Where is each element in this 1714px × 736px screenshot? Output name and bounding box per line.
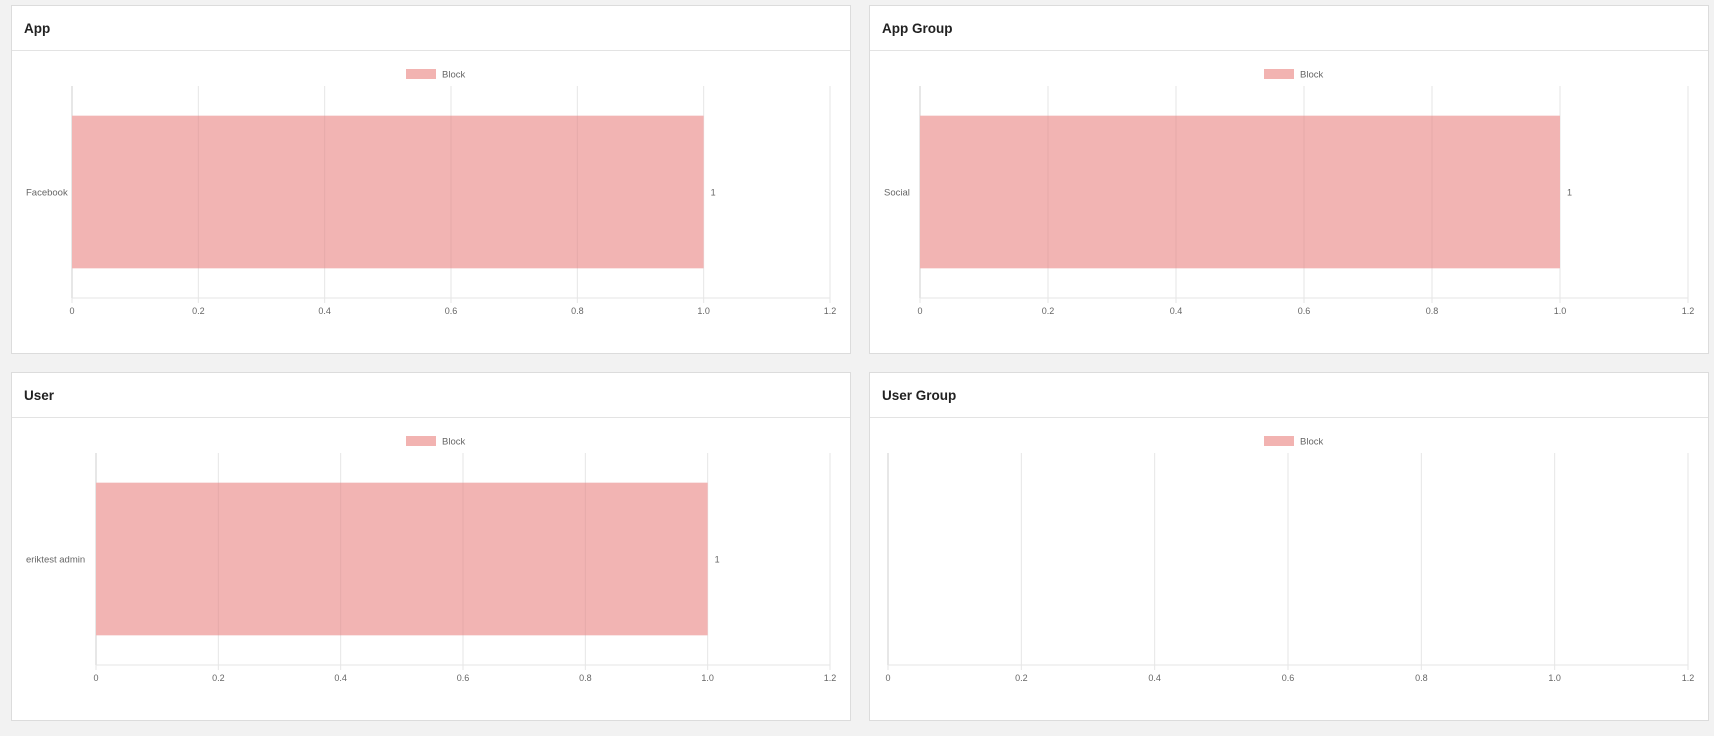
category-label: eriktest admin bbox=[26, 555, 85, 566]
x-tick-label: 1.2 bbox=[824, 306, 837, 316]
x-tick-label: 0.2 bbox=[212, 673, 225, 683]
panel-title: User Group bbox=[882, 387, 957, 403]
app-chart-area: Block 0 0.2 0.4 0.6 0.8 1.0 1.2 Facebook 1 bbox=[12, 51, 850, 354]
user-bar-chart: Block 0 0.2 0.4 0.6 0.8 1.0 1.2 eriktest admin 1 bbox=[26, 436, 837, 683]
legend-label: Block bbox=[1300, 70, 1323, 81]
x-tick-label: 0.4 bbox=[318, 306, 331, 316]
category-label: Facebook bbox=[26, 188, 68, 199]
x-tick-label: 0.6 bbox=[1298, 306, 1311, 316]
user-group-chart-area: Block 0 0.2 0.4 0.6 0.8 1.0 1.2 bbox=[870, 418, 1708, 721]
x-tick-label: 1.0 bbox=[1554, 306, 1567, 316]
legend-label: Block bbox=[442, 437, 465, 448]
legend-swatch bbox=[1264, 69, 1294, 79]
app-panel: App Block 0 0.2 0.4 0.6 0.8 1.0 1.2 Facebook 1 bbox=[11, 5, 851, 354]
legend-label: Block bbox=[442, 70, 465, 81]
x-tick-label: 1.0 bbox=[697, 306, 710, 316]
bar bbox=[72, 115, 704, 269]
bar bbox=[96, 482, 708, 636]
x-tick-label: 1.0 bbox=[1548, 673, 1561, 683]
x-tick-label: 1.0 bbox=[701, 673, 714, 683]
data-label: 1 bbox=[711, 188, 716, 198]
panel-title: App bbox=[24, 20, 51, 36]
legend-swatch bbox=[406, 69, 436, 79]
app-group-bar-chart: Block 0 0.2 0.4 0.6 0.8 1.0 1.2 Social 1 bbox=[884, 69, 1695, 316]
x-tick-label: 0.4 bbox=[1148, 673, 1161, 683]
app-group-panel-header: App Group bbox=[870, 6, 1708, 51]
app-group-panel: App Group Block 0 0.2 0.4 0.6 0.8 1.0 1.2 Social… bbox=[869, 5, 1709, 354]
category-label: Social bbox=[884, 188, 910, 199]
user-chart-area: Block 0 0.2 0.4 0.6 0.8 1.0 1.2 eriktest admin 1 bbox=[12, 418, 850, 721]
x-tick-label: 1.2 bbox=[1682, 673, 1695, 683]
app-panel-header: App bbox=[12, 6, 850, 51]
legend-swatch bbox=[1264, 436, 1294, 446]
data-label: 1 bbox=[715, 555, 720, 565]
x-tick-label: 0.4 bbox=[334, 673, 347, 683]
user-panel: User Block 0 0.2 0.4 0.6 0.8 1.0 1.2 eriktest ad… bbox=[11, 372, 851, 721]
x-tick-label: 0.6 bbox=[1282, 673, 1295, 683]
user-panel-header: User bbox=[12, 373, 850, 418]
x-tick-label: 0.8 bbox=[1415, 673, 1428, 683]
user-group-panel: User Group Block 0 0.2 0.4 0.6 0.8 1.0 1.2 bbox=[869, 372, 1709, 721]
x-tick-label: 0 bbox=[69, 306, 74, 316]
x-tick-label: 0.6 bbox=[457, 673, 470, 683]
legend-swatch bbox=[406, 436, 436, 446]
x-tick-label: 0 bbox=[917, 306, 922, 316]
app-group-chart-area: Block 0 0.2 0.4 0.6 0.8 1.0 1.2 Social 1 bbox=[870, 51, 1708, 354]
data-label: 1 bbox=[1567, 188, 1572, 198]
legend-label: Block bbox=[1300, 437, 1323, 448]
x-tick-label: 0.2 bbox=[192, 306, 205, 316]
panel-title: App Group bbox=[882, 20, 953, 36]
x-tick-label: 0.2 bbox=[1042, 306, 1055, 316]
x-tick-label: 0.4 bbox=[1170, 306, 1183, 316]
x-tick-label: 0 bbox=[93, 673, 98, 683]
app-bar-chart: Block 0 0.2 0.4 0.6 0.8 1.0 1.2 Facebook 1 bbox=[26, 69, 837, 316]
x-tick-label: 0.8 bbox=[571, 306, 584, 316]
x-tick-label: 1.2 bbox=[824, 673, 837, 683]
x-tick-label: 0.6 bbox=[445, 306, 458, 316]
x-tick-label: 0.8 bbox=[579, 673, 592, 683]
bar bbox=[920, 115, 1560, 269]
x-tick-label: 0 bbox=[885, 673, 890, 683]
user-group-panel-header: User Group bbox=[870, 373, 1708, 418]
user-group-bar-chart: Block 0 0.2 0.4 0.6 0.8 1.0 1.2 bbox=[885, 436, 1695, 683]
x-tick-label: 0.2 bbox=[1015, 673, 1028, 683]
x-tick-label: 1.2 bbox=[1682, 306, 1695, 316]
panel-title: User bbox=[24, 387, 55, 403]
x-tick-label: 0.8 bbox=[1426, 306, 1439, 316]
